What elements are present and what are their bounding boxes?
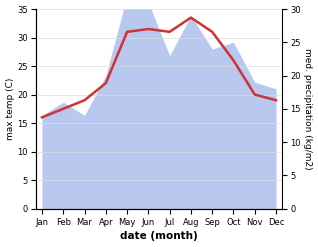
Y-axis label: med. precipitation (kg/m2): med. precipitation (kg/m2): [303, 48, 313, 170]
Y-axis label: max temp (C): max temp (C): [5, 78, 15, 140]
X-axis label: date (month): date (month): [120, 231, 198, 242]
